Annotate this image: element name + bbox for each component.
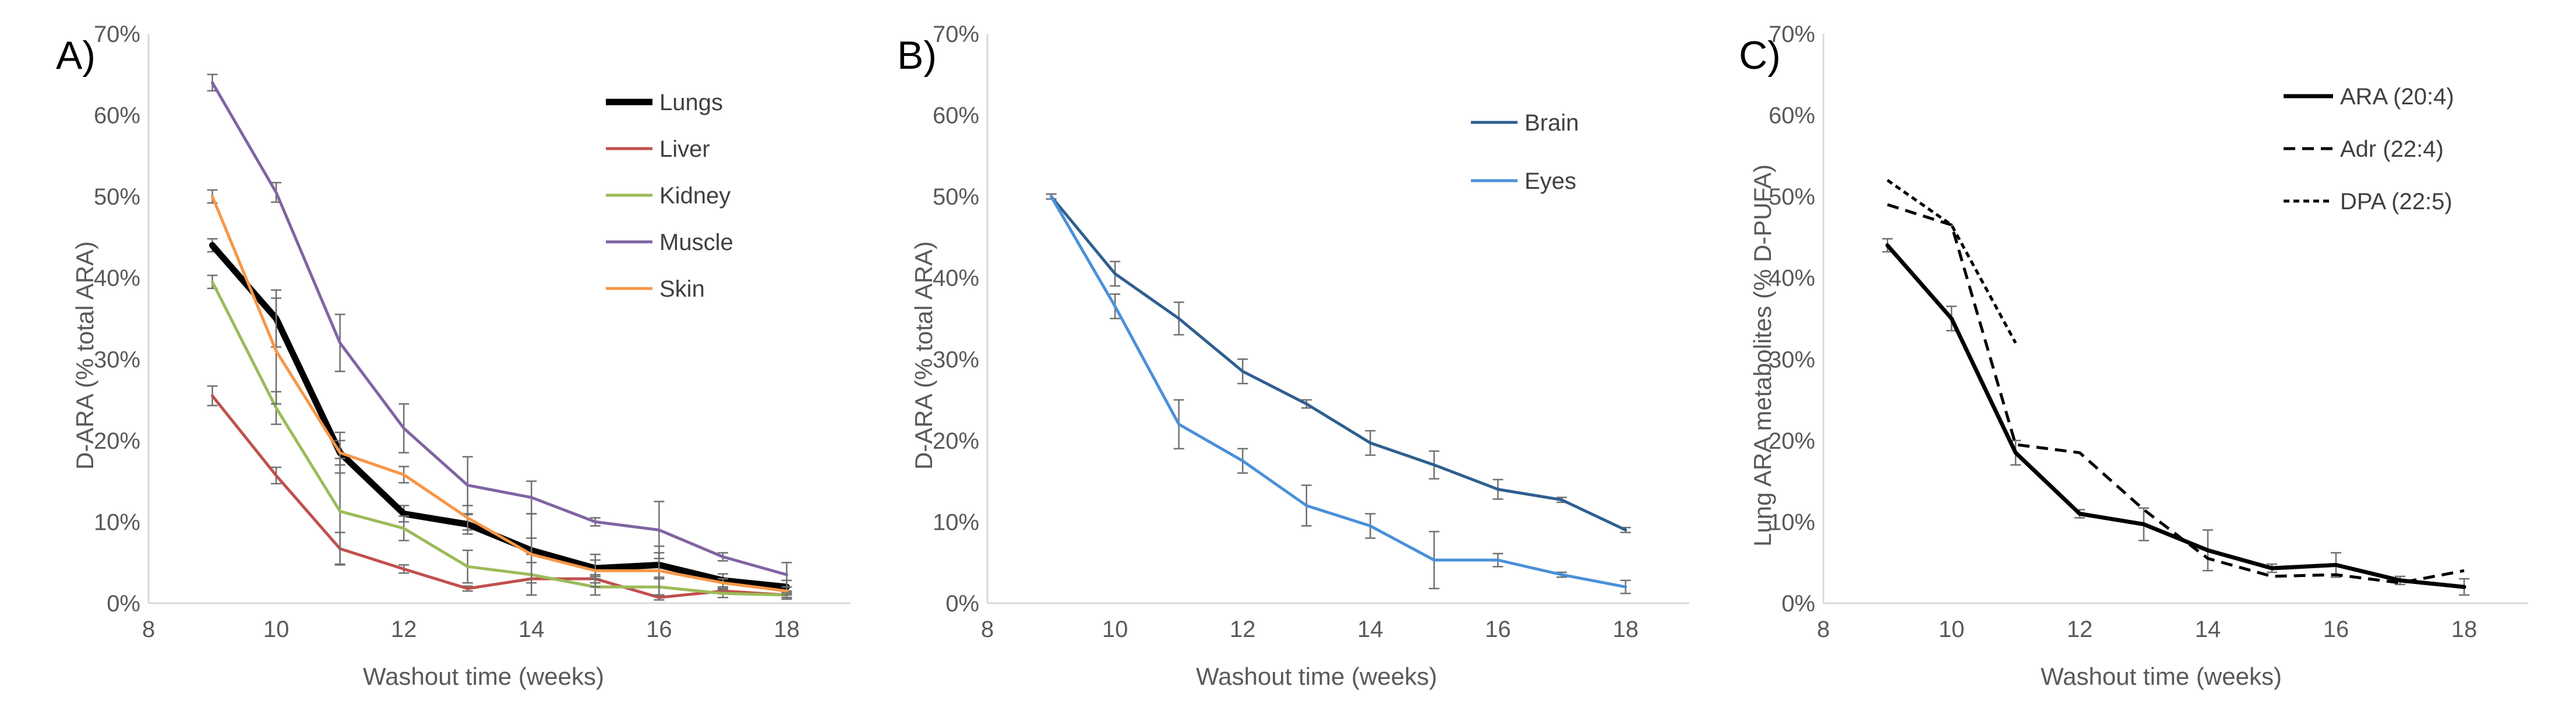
panel-b-xlabel: Washout time (weeks) <box>1196 663 1437 690</box>
panel-a-xtick-label: 8 <box>142 617 155 642</box>
panel-a-ytick-label: 0% <box>107 591 140 617</box>
panel-a-series-muscle <box>211 81 788 576</box>
panel-b-legend-label: Brain <box>1525 110 1579 136</box>
panel-b-ytick-label: 40% <box>933 266 979 291</box>
panel-b-legend-item-eyes: Eyes <box>1471 168 1576 194</box>
panel-a-legend-item-skin: Skin <box>606 276 705 302</box>
panel-a-ytick-label: 50% <box>94 184 140 210</box>
panel-c-series-adr-22-4 <box>1887 203 2465 585</box>
panel-a-ytick-label: 60% <box>94 103 140 129</box>
panel-c-ylabel: Lung ARA metabolites (% D-PUFA) <box>1749 164 1776 547</box>
panel-a-ytick-label: 30% <box>94 347 140 372</box>
panel-a-xtick-label: 14 <box>518 617 545 642</box>
panel-b-ytick-label: 60% <box>933 103 979 129</box>
panel-a-series-liver <box>211 394 788 599</box>
panel-b-legend-item-brain: Brain <box>1471 110 1579 136</box>
panel-c-ytick-label: 30% <box>1769 347 1815 372</box>
panel-c-xtick-label: 12 <box>2067 617 2093 642</box>
panel-c-ytick-label: 50% <box>1769 184 1815 210</box>
panel-b-ytick-label: 30% <box>933 347 979 372</box>
panel-b-xtick-label: 14 <box>1357 617 1384 642</box>
panel-a-label: A) <box>56 33 96 78</box>
panel-c-label: C) <box>1739 33 1781 78</box>
panel-a-xtick-label: 18 <box>774 617 800 642</box>
panel-b-ylabel: D-ARA (% total ARA) <box>910 241 937 470</box>
panel-a-ytick-label: 20% <box>94 428 140 454</box>
panel-a-ylabel: D-ARA (% total ARA) <box>71 241 98 470</box>
panel-c-xtick-label: 10 <box>1939 617 1965 642</box>
panel-a-legend-label: Lungs <box>659 90 723 115</box>
panel-b: B) D-ARA (% total ARA) Washout time (wee… <box>897 22 1689 690</box>
panel-b-ytick-label: 0% <box>945 591 979 617</box>
panel-a-legend-label: Muscle <box>659 230 733 255</box>
panel-b-xtick-label: 16 <box>1485 617 1511 642</box>
panel-a-series-kidney <box>211 280 788 597</box>
panel-a-ytick-label: 40% <box>94 266 140 291</box>
panel-a-legend-label: Liver <box>659 136 710 162</box>
panel-b-label: B) <box>897 33 937 78</box>
panel-b-ytick-label: 10% <box>933 509 979 535</box>
panel-a-legend-label: Kidney <box>659 183 731 209</box>
panel-b-legend-label: Eyes <box>1525 168 1576 194</box>
panel-c-ytick-label: 60% <box>1769 103 1815 129</box>
panel-c-ytick-label: 70% <box>1769 22 1815 47</box>
panel-c-ytick-label: 0% <box>1781 591 1815 617</box>
panel-b-series-brain <box>1050 195 1627 532</box>
panel-a-xlabel: Washout time (weeks) <box>363 663 604 690</box>
panel-a-ytick-label: 10% <box>94 509 140 535</box>
panel-c-legend-label: ARA (20:4) <box>2340 84 2454 110</box>
panel-b-series-eyes <box>1050 195 1627 589</box>
panel-c-xlabel: Washout time (weeks) <box>2041 663 2282 690</box>
panel-a-legend-label: Skin <box>659 276 705 302</box>
panel-b-ytick-label: 20% <box>933 428 979 454</box>
panel-a-legend-item-lungs: Lungs <box>606 90 723 115</box>
panel-a-legend-item-liver: Liver <box>606 136 710 162</box>
panel-b-xtick-label: 10 <box>1102 617 1128 642</box>
panel-a: A) D-ARA (% total ARA) Washout time (wee… <box>56 22 851 690</box>
panel-c: C) Lung ARA metabolites (% D-PUFA) Washo… <box>1739 22 2528 690</box>
panel-c-ytick-label: 10% <box>1769 509 1815 535</box>
panel-c-legend-label: DPA (22:5) <box>2340 189 2453 214</box>
panel-c-ytick-label: 40% <box>1769 266 1815 291</box>
panel-b-ytick-label: 70% <box>933 22 979 47</box>
panel-b-ytick-label: 50% <box>933 184 979 210</box>
panel-c-xtick-label: 18 <box>2451 617 2478 642</box>
panel-b-xtick-label: 18 <box>1612 617 1639 642</box>
panel-b-xtick-label: 8 <box>981 617 994 642</box>
panel-c-series-ara-20-4 <box>1885 243 2466 589</box>
panel-c-legend-item-adr-22-4: Adr (22:4) <box>2284 136 2444 162</box>
panel-a-series-skin <box>211 195 788 593</box>
panel-a-xtick-label: 16 <box>646 617 672 642</box>
panel-c-legend-item-ara-20-4: ARA (20:4) <box>2284 84 2454 110</box>
panel-a-xtick-label: 10 <box>263 617 290 642</box>
panel-c-ytick-label: 20% <box>1769 428 1815 454</box>
panel-c-legend-label: Adr (22:4) <box>2340 136 2444 162</box>
panel-b-xtick-label: 12 <box>1230 617 1256 642</box>
panel-c-xtick-label: 16 <box>2323 617 2349 642</box>
panel-a-legend-item-kidney: Kidney <box>606 183 731 209</box>
panel-c-legend-item-dpa-22-5: DPA (22:5) <box>2284 189 2453 214</box>
panel-c-xtick-label: 8 <box>1817 617 1830 642</box>
panel-a-legend-item-muscle: Muscle <box>606 230 733 255</box>
panel-a-xtick-label: 12 <box>391 617 417 642</box>
panel-c-xtick-label: 14 <box>2195 617 2221 642</box>
panel-a-ytick-label: 70% <box>94 22 140 47</box>
